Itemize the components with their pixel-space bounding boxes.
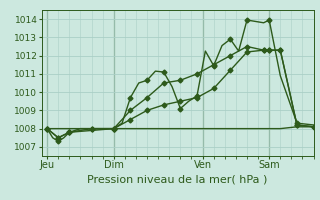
X-axis label: Pression niveau de la mer( hPa ): Pression niveau de la mer( hPa )	[87, 174, 268, 184]
